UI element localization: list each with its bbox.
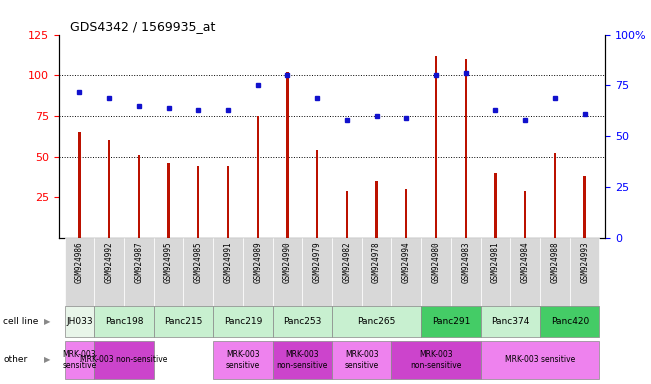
Text: other: other [3, 356, 27, 364]
Text: GSM924993: GSM924993 [580, 242, 589, 283]
Bar [197, 166, 199, 238]
Bar [213, 341, 273, 379]
Bar [480, 306, 540, 337]
Bar [376, 181, 378, 238]
Bar [570, 238, 600, 307]
Bar [108, 141, 110, 238]
Text: MRK-003
sensitive: MRK-003 sensitive [62, 350, 96, 370]
Bar [480, 341, 600, 379]
Text: GSM924981: GSM924981 [491, 242, 500, 283]
Bar [421, 238, 451, 307]
Bar [154, 238, 184, 307]
Bar [124, 238, 154, 307]
Bar [273, 306, 332, 337]
Bar [286, 72, 288, 238]
Bar [480, 238, 510, 307]
Text: GDS4342 / 1569935_at: GDS4342 / 1569935_at [70, 20, 215, 33]
Bar [243, 238, 273, 307]
Text: Panc215: Panc215 [164, 317, 202, 326]
Text: GSM924983: GSM924983 [462, 242, 470, 283]
Bar [64, 238, 94, 307]
Bar [213, 306, 273, 337]
Bar [94, 238, 124, 307]
Bar [332, 306, 421, 337]
Bar [494, 173, 497, 238]
Text: Panc291: Panc291 [432, 317, 470, 326]
Text: GSM924991: GSM924991 [223, 242, 232, 283]
Bar [227, 166, 229, 238]
Bar [391, 238, 421, 307]
Bar [64, 341, 94, 379]
Bar [302, 238, 332, 307]
Text: MRK-003
non-sensitive: MRK-003 non-sensitive [277, 350, 328, 370]
Bar [94, 306, 154, 337]
Text: GSM924990: GSM924990 [283, 242, 292, 283]
Bar [554, 154, 556, 238]
Text: cell line: cell line [3, 317, 38, 326]
Text: MRK-003
non-sensitive: MRK-003 non-sensitive [410, 350, 462, 370]
Text: Panc198: Panc198 [105, 317, 143, 326]
Text: Panc374: Panc374 [491, 317, 529, 326]
Text: MRK-003 sensitive: MRK-003 sensitive [505, 356, 575, 364]
Text: GSM924987: GSM924987 [134, 242, 143, 283]
Text: GSM924988: GSM924988 [550, 242, 559, 283]
Bar [583, 176, 586, 238]
Text: Panc265: Panc265 [357, 317, 396, 326]
Text: MRK-003
sensitive: MRK-003 sensitive [226, 350, 260, 370]
Text: MRK-003 non-sensitive: MRK-003 non-sensitive [80, 356, 168, 364]
Bar [256, 116, 259, 238]
Text: JH033: JH033 [66, 317, 92, 326]
Bar [435, 56, 437, 238]
Bar [167, 163, 170, 238]
Bar [391, 341, 480, 379]
Bar [465, 59, 467, 238]
Bar [137, 155, 140, 238]
Text: GSM924980: GSM924980 [432, 242, 441, 283]
Bar [213, 238, 243, 307]
Text: ▶: ▶ [44, 317, 51, 326]
Bar [154, 306, 213, 337]
Bar [540, 238, 570, 307]
Text: ▶: ▶ [44, 356, 51, 364]
Text: GSM924994: GSM924994 [402, 242, 411, 283]
Bar [316, 150, 318, 238]
Bar [510, 238, 540, 307]
Bar [332, 238, 362, 307]
Text: Panc219: Panc219 [224, 317, 262, 326]
Text: Panc253: Panc253 [283, 317, 322, 326]
Bar [405, 189, 408, 238]
Text: MRK-003
sensitive: MRK-003 sensitive [344, 350, 379, 370]
Text: GSM924979: GSM924979 [312, 242, 322, 283]
Bar [346, 191, 348, 238]
Bar [332, 341, 391, 379]
Text: GSM924995: GSM924995 [164, 242, 173, 283]
Bar [540, 306, 600, 337]
Bar [184, 238, 213, 307]
Text: GSM924985: GSM924985 [194, 242, 202, 283]
Text: GSM924992: GSM924992 [105, 242, 114, 283]
Text: Panc420: Panc420 [551, 317, 589, 326]
Text: GSM924982: GSM924982 [342, 242, 352, 283]
Text: GSM924978: GSM924978 [372, 242, 381, 283]
Bar [94, 341, 154, 379]
Bar [362, 238, 391, 307]
Bar [273, 341, 332, 379]
Text: GSM924986: GSM924986 [75, 242, 84, 283]
Bar [451, 238, 480, 307]
Bar [64, 306, 94, 337]
Text: GSM924984: GSM924984 [521, 242, 530, 283]
Bar [524, 191, 527, 238]
Bar [273, 238, 302, 307]
Text: GSM924989: GSM924989 [253, 242, 262, 283]
Bar [78, 132, 81, 238]
Bar [421, 306, 480, 337]
